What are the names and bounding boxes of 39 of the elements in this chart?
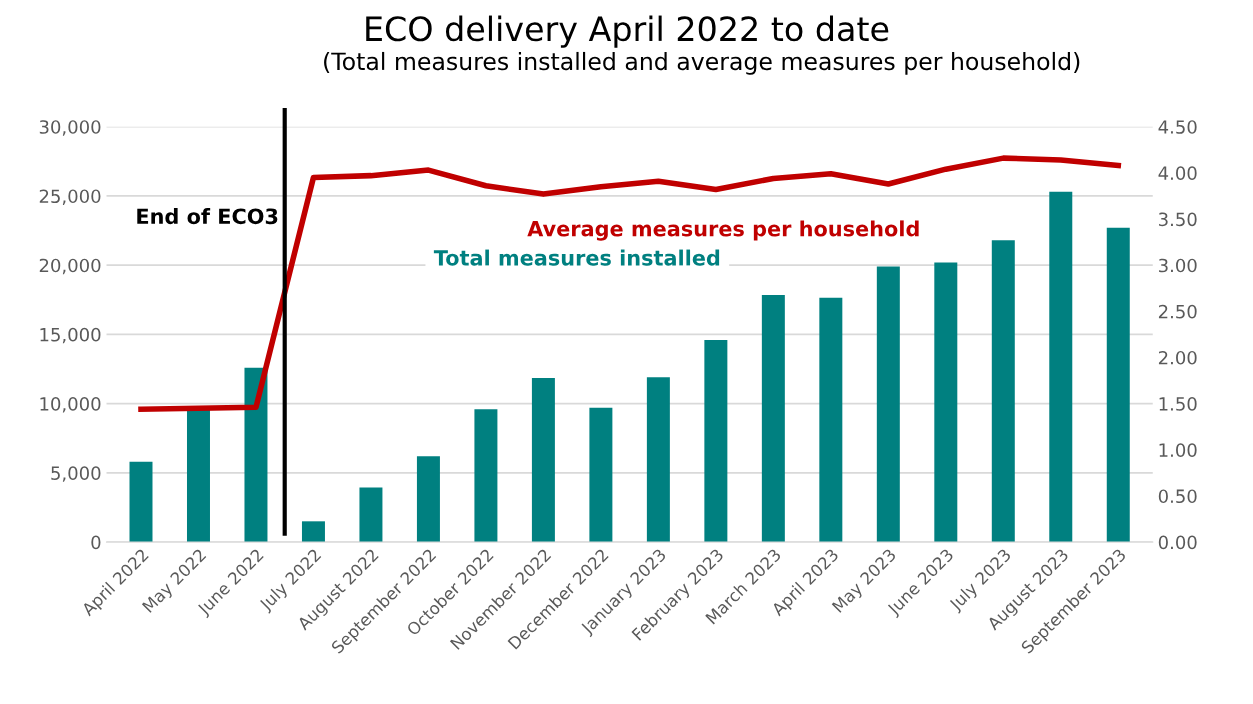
bar [244,367,268,543]
bar [129,461,153,543]
ref-line-label: End of ECO3 [137,208,278,225]
bar [704,339,728,543]
y2-tick-label: 0.50 [1158,489,1197,504]
y2-tick-label: 4.00 [1158,166,1197,180]
bar [934,262,958,543]
bar [991,240,1015,543]
series-label: Average measures per household [527,220,919,241]
chart-subtitle: (Total measures installed and average measures per household) [324,51,1080,75]
bar [589,407,613,543]
y-tick-label: 20,000 [39,258,101,275]
bar [359,487,383,543]
bar [1106,227,1130,543]
y-tick-label: 25,000 [39,189,101,205]
y2-tick-label: 4.50 [1158,120,1197,134]
y-tick-label: 30,000 [39,120,101,136]
bar [876,266,900,543]
y-tick-label: 10,000 [40,397,101,413]
bar [1049,191,1073,543]
y2-tick-label: 3.00 [1159,258,1197,273]
y-tick-label: 15,000 [40,327,101,344]
y2-tick-label: 1.00 [1159,443,1197,457]
bar [819,297,843,543]
y-tick-label: 5,000 [51,466,101,482]
bar [301,521,325,543]
y-tick-label: 0 [91,535,101,550]
bar [646,377,670,543]
bar [474,409,498,543]
text: Total measures installed [433,249,720,266]
y2-tick-label: 3.50 [1159,212,1197,227]
y2-tick-label: 1.50 [1159,397,1197,411]
y2-tick-label: 2.00 [1158,350,1197,365]
y2-tick-label: 0.00 [1158,535,1197,550]
y2-tick-label: 2.50 [1158,304,1197,319]
bar [531,378,555,543]
bar [761,294,785,543]
chart-title: ECO delivery April 2022 to date [366,15,889,48]
bar [416,456,440,543]
